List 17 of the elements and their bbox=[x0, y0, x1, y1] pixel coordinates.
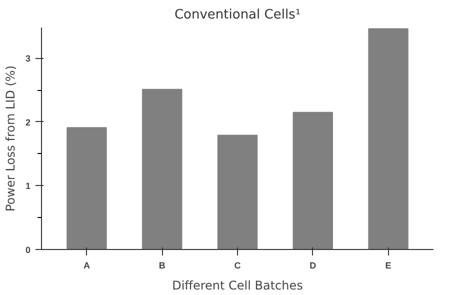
chart-title: Conventional Cells¹ bbox=[174, 8, 301, 22]
x-tick-label: D bbox=[310, 260, 317, 270]
y-tick-label: 1 bbox=[25, 181, 31, 192]
x-tick-label: C bbox=[234, 260, 242, 270]
y-tick-label: 2 bbox=[25, 117, 31, 128]
bar bbox=[368, 28, 408, 250]
bar bbox=[217, 134, 258, 250]
bar bbox=[66, 127, 107, 250]
x-tick-label: E bbox=[385, 260, 392, 270]
bar bbox=[292, 112, 333, 250]
y-tick-label: 0 bbox=[25, 245, 31, 255]
x-tick-label: A bbox=[83, 260, 90, 270]
bar bbox=[142, 88, 182, 250]
y-axis-title: Power Loss from LID (%) bbox=[3, 65, 18, 212]
x-axis-title: Different Cell Batches bbox=[172, 278, 303, 292]
y-tick-label: 3 bbox=[25, 54, 31, 64]
x-tick-label: B bbox=[158, 260, 166, 270]
